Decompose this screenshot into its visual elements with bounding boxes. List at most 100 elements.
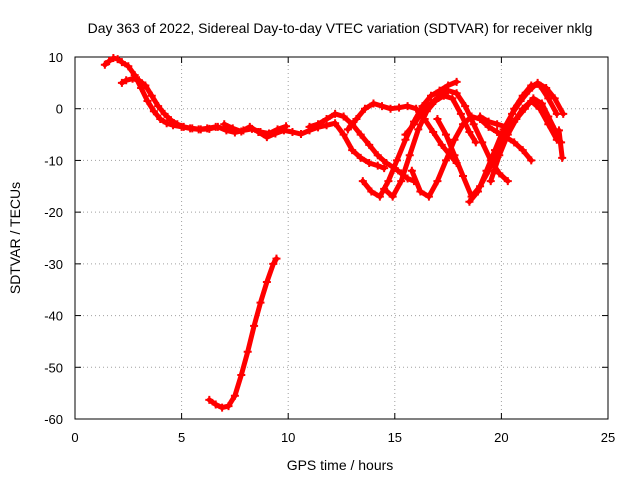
data-point — [109, 54, 118, 63]
data-point — [550, 94, 559, 103]
data-point — [147, 91, 156, 100]
data-point — [188, 124, 197, 133]
data-point — [360, 104, 369, 113]
data-point — [533, 78, 542, 87]
data-point — [465, 197, 474, 206]
y-axis-label: SDTVAR / TECUs — [7, 182, 23, 294]
data-series — [100, 54, 568, 412]
data-point — [465, 127, 474, 136]
data-point — [407, 166, 416, 175]
data-point — [331, 119, 340, 128]
data-point — [508, 109, 517, 118]
data-point — [482, 166, 491, 175]
data-point — [245, 122, 254, 131]
data-point — [113, 55, 122, 64]
series-line — [488, 95, 564, 184]
data-point — [237, 371, 246, 380]
data-point — [272, 254, 281, 263]
data-point — [461, 102, 470, 111]
series-track-3 — [220, 119, 389, 173]
data-point — [459, 171, 468, 180]
data-point — [348, 146, 357, 155]
series-track-14 — [554, 126, 567, 162]
data-point — [141, 81, 150, 90]
data-point — [365, 159, 374, 168]
data-point — [495, 169, 504, 178]
data-point — [154, 102, 163, 111]
data-point — [397, 177, 406, 186]
data-point — [105, 57, 114, 66]
data-point — [343, 125, 352, 134]
data-point — [403, 102, 412, 111]
data-point — [441, 156, 450, 165]
x-tick-label: 20 — [494, 430, 508, 445]
data-point — [331, 109, 340, 118]
data-point — [527, 156, 536, 165]
data-point — [339, 130, 348, 139]
data-point — [491, 146, 500, 155]
data-point — [525, 86, 534, 95]
data-point — [450, 151, 459, 160]
data-point — [382, 159, 391, 168]
data-point — [384, 177, 393, 186]
y-tick-label: 10 — [49, 50, 63, 65]
data-point — [156, 115, 165, 124]
x-axis-label: GPS time / hours — [287, 457, 394, 473]
x-tick-label: 25 — [601, 430, 615, 445]
data-point — [486, 177, 495, 186]
data-point — [296, 130, 305, 139]
data-point — [288, 127, 297, 136]
data-point — [429, 127, 438, 136]
x-tick-label: 15 — [388, 430, 402, 445]
y-tick-label: 0 — [56, 102, 63, 117]
data-point — [213, 122, 222, 131]
data-point — [356, 153, 365, 162]
data-point — [237, 127, 246, 136]
data-point — [401, 130, 410, 139]
data-point — [544, 112, 553, 121]
data-point — [542, 84, 551, 93]
data-point — [122, 76, 131, 85]
data-point — [220, 120, 229, 129]
data-point — [437, 140, 446, 149]
data-point — [243, 347, 252, 356]
data-point — [395, 103, 404, 112]
data-point — [418, 107, 427, 116]
data-point — [427, 99, 436, 108]
axis-ticks: 0 5 10 15 20 25 10 0 -10 -20 -30 -40 -50 -60 — [44, 50, 615, 445]
data-point — [495, 151, 504, 160]
data-point — [369, 99, 378, 108]
data-point — [424, 192, 433, 201]
data-point — [403, 174, 412, 183]
data-point — [305, 122, 314, 131]
series-line — [466, 80, 566, 205]
data-point — [166, 116, 175, 125]
data-point — [529, 94, 538, 103]
data-point — [452, 89, 461, 98]
data-point — [271, 129, 280, 138]
data-point — [444, 86, 453, 95]
data-point — [339, 112, 348, 121]
data-point — [117, 78, 126, 87]
series-track-15 — [205, 254, 281, 412]
data-point — [256, 298, 265, 307]
data-point — [352, 115, 361, 124]
data-point — [373, 161, 382, 170]
data-point — [356, 130, 365, 139]
data-point — [473, 187, 482, 196]
data-point — [143, 96, 152, 105]
x-tick-label: 0 — [71, 430, 78, 445]
y-tick-label: -20 — [44, 205, 63, 220]
data-point — [388, 192, 397, 201]
data-point — [380, 164, 389, 173]
data-point — [478, 138, 487, 147]
data-point — [149, 107, 158, 116]
data-point — [124, 62, 133, 71]
data-point — [228, 124, 237, 133]
y-tick-label: -40 — [44, 309, 63, 324]
data-point — [269, 259, 278, 268]
series-line — [119, 76, 289, 136]
data-point — [230, 391, 239, 400]
